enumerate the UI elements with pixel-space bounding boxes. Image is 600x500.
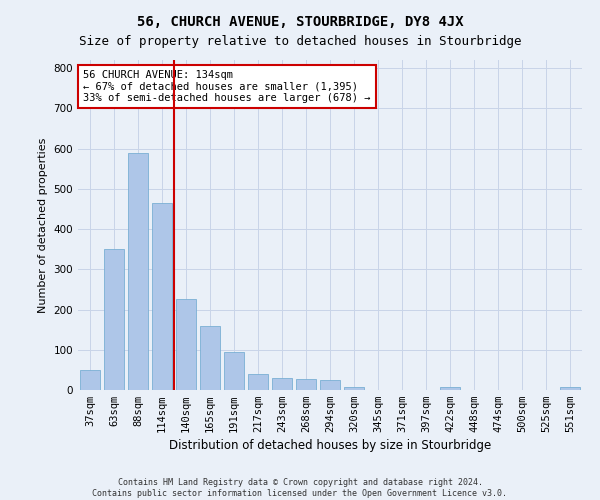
Bar	[344, 387, 364, 390]
Bar	[320, 380, 340, 390]
Bar	[440, 387, 460, 390]
Bar	[80, 370, 100, 390]
Y-axis label: Number of detached properties: Number of detached properties	[38, 138, 48, 312]
Bar	[224, 352, 244, 390]
Bar	[272, 378, 292, 390]
Bar	[248, 374, 268, 390]
X-axis label: Distribution of detached houses by size in Stourbridge: Distribution of detached houses by size …	[169, 440, 491, 452]
Bar	[128, 152, 148, 390]
Bar	[200, 326, 220, 390]
Text: 56 CHURCH AVENUE: 134sqm
← 67% of detached houses are smaller (1,395)
33% of sem: 56 CHURCH AVENUE: 134sqm ← 67% of detach…	[83, 70, 371, 103]
Bar	[296, 378, 316, 390]
Bar	[176, 300, 196, 390]
Bar	[104, 249, 124, 390]
Bar	[560, 387, 580, 390]
Text: Contains HM Land Registry data © Crown copyright and database right 2024.
Contai: Contains HM Land Registry data © Crown c…	[92, 478, 508, 498]
Bar	[152, 203, 172, 390]
Text: 56, CHURCH AVENUE, STOURBRIDGE, DY8 4JX: 56, CHURCH AVENUE, STOURBRIDGE, DY8 4JX	[137, 15, 463, 29]
Text: Size of property relative to detached houses in Stourbridge: Size of property relative to detached ho…	[79, 35, 521, 48]
